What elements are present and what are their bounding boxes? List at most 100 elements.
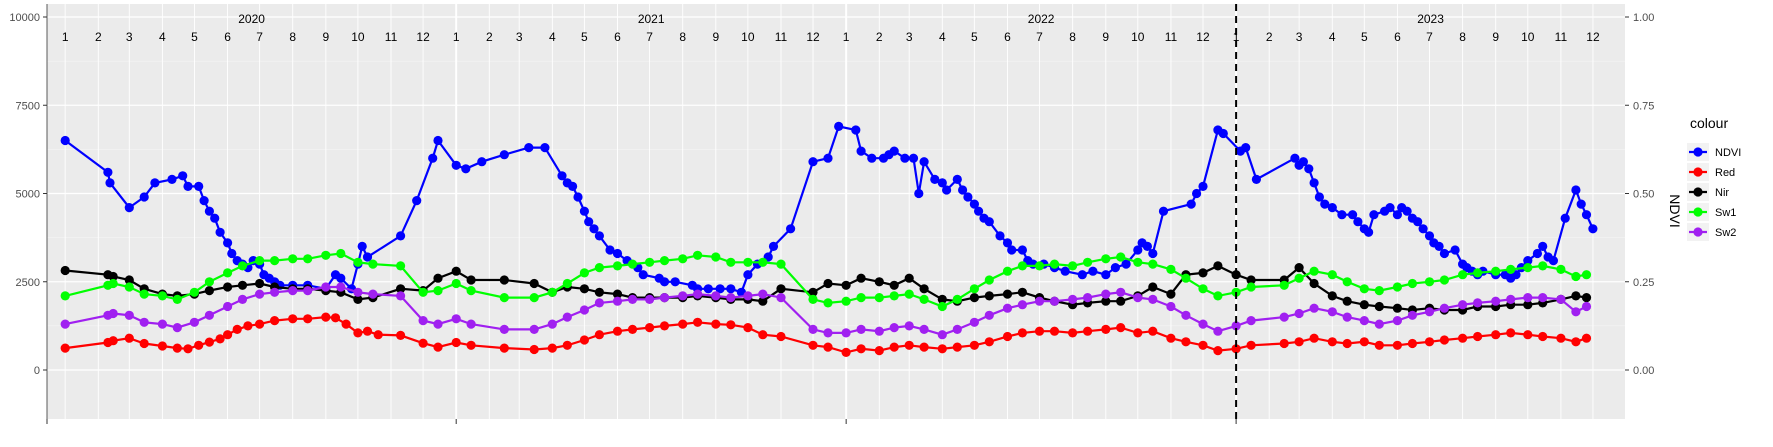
- data-point-red: [919, 342, 929, 352]
- data-point-ndvi: [124, 203, 134, 213]
- data-point-ndvi: [786, 224, 796, 234]
- data-point-ndvi: [974, 206, 984, 216]
- data-point-nir: [1523, 300, 1533, 310]
- data-point-sw2: [856, 324, 866, 334]
- data-point-red: [1017, 328, 1027, 338]
- legend-key-point: [1693, 187, 1703, 197]
- data-point-sw2: [529, 324, 539, 334]
- data-point-sw2: [645, 294, 655, 304]
- data-point-ndvi: [461, 164, 471, 174]
- data-point-sw2: [1246, 316, 1256, 326]
- data-point-nir: [612, 289, 623, 299]
- data-point-ndvi: [1218, 128, 1228, 139]
- data-point-ndvi: [451, 160, 461, 170]
- data-point-sw2: [499, 324, 509, 334]
- data-point-sw2: [1133, 293, 1143, 303]
- data-point-ndvi: [1548, 256, 1558, 266]
- data-point-red: [1034, 326, 1045, 336]
- data-point-ndvi: [199, 196, 209, 206]
- data-point-red: [418, 338, 428, 348]
- month-label: 12: [1196, 30, 1210, 44]
- data-point-red: [1213, 346, 1223, 356]
- data-point-nir: [433, 273, 443, 283]
- data-point-sw2: [1538, 293, 1548, 303]
- month-label: 8: [1459, 30, 1466, 44]
- data-point-sw1: [1374, 286, 1384, 296]
- data-point-ndvi: [150, 178, 160, 188]
- data-point-ndvi: [1290, 153, 1300, 163]
- data-point-ndvi: [1251, 174, 1261, 184]
- data-point-nir: [255, 278, 265, 289]
- data-point-ndvi: [573, 192, 583, 202]
- data-point-sw1: [336, 248, 346, 259]
- month-label: 10: [1521, 30, 1535, 44]
- legend: colour NDVI Red Nir Sw1 Sw2: [1687, 115, 1741, 241]
- data-point-ndvi: [433, 135, 443, 146]
- data-point-ndvi: [1392, 210, 1402, 220]
- data-point-sw1: [1538, 261, 1548, 271]
- month-label: 5: [191, 30, 198, 44]
- data-point-red: [808, 340, 818, 350]
- data-point-red: [232, 324, 242, 334]
- data-point-red: [612, 326, 623, 336]
- data-point-sw1: [823, 298, 833, 308]
- data-point-red: [303, 314, 313, 324]
- data-point-nir: [594, 287, 605, 297]
- data-point-sw1: [1279, 280, 1289, 290]
- data-point-sw1: [726, 257, 736, 267]
- data-point-nir: [1213, 261, 1223, 271]
- legend-item-label: Sw1: [1715, 207, 1736, 219]
- data-point-nir: [204, 286, 214, 296]
- data-point-ndvi: [194, 181, 204, 191]
- data-point-red: [579, 335, 590, 345]
- data-point-sw1: [659, 256, 670, 266]
- data-point-red: [726, 320, 736, 330]
- data-point-sw2: [204, 310, 214, 320]
- data-point-ndvi: [594, 231, 605, 241]
- month-label: 12: [416, 30, 430, 44]
- data-point-ndvi: [584, 217, 594, 227]
- data-point-sw1: [1116, 252, 1126, 262]
- data-point-ndvi: [952, 174, 962, 184]
- data-point-sw2: [353, 287, 363, 297]
- data-point-ndvi: [808, 157, 818, 167]
- month-label: 3: [1296, 30, 1303, 44]
- data-point-sw1: [1034, 261, 1045, 271]
- data-point-red: [466, 340, 476, 350]
- data-point-sw2: [594, 298, 605, 308]
- data-point-sw2: [678, 291, 688, 301]
- data-point-sw2: [1101, 289, 1111, 299]
- month-label: 7: [256, 30, 263, 44]
- data-point-sw1: [1359, 284, 1369, 294]
- data-point-red: [204, 337, 214, 347]
- data-point-ndvi: [1309, 178, 1319, 188]
- data-point-sw1: [1101, 254, 1111, 264]
- data-point-sw2: [466, 319, 476, 329]
- data-point-ndvi: [1439, 248, 1449, 259]
- data-point-sw1: [1133, 257, 1143, 267]
- data-point-ndvi: [715, 284, 725, 294]
- data-point-sw2: [612, 296, 623, 306]
- data-point-nir: [451, 266, 461, 276]
- data-point-ndvi: [336, 273, 346, 283]
- data-point-red: [124, 333, 134, 343]
- data-point-sw1: [1458, 270, 1468, 280]
- data-point-red: [743, 323, 753, 333]
- data-point-sw2: [758, 289, 768, 299]
- data-point-sw1: [1246, 282, 1256, 292]
- data-point-ndvi: [605, 245, 615, 255]
- data-point-ndvi: [1402, 206, 1412, 216]
- data-point-sw1: [1294, 273, 1304, 283]
- data-point-nir: [969, 293, 980, 303]
- data-point-red: [288, 314, 298, 324]
- data-point-ndvi: [1088, 266, 1098, 276]
- data-point-ndvi: [1523, 256, 1533, 266]
- data-point-red: [330, 313, 341, 323]
- data-point-sw2: [1424, 307, 1435, 317]
- data-point-ndvi: [1369, 210, 1379, 220]
- data-point-red: [1581, 333, 1592, 343]
- month-label: 9: [1102, 30, 1109, 44]
- data-point-ndvi: [499, 150, 509, 160]
- data-point-sw1: [841, 296, 851, 306]
- data-point-nir: [1359, 300, 1369, 310]
